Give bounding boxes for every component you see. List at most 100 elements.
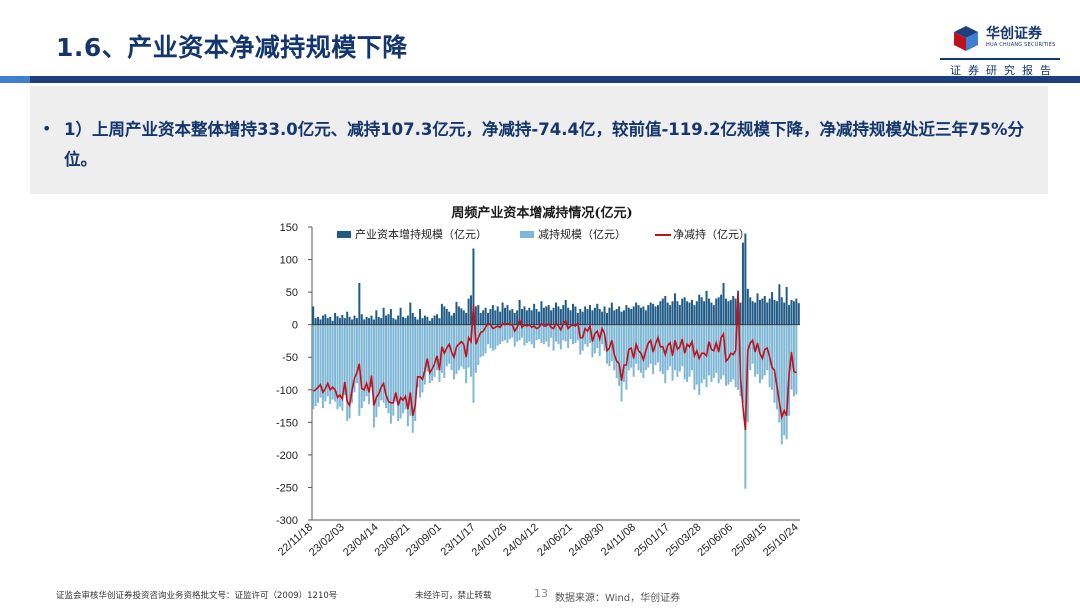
increase-bar: [407, 316, 409, 325]
increase-bar: [315, 318, 317, 325]
decrease-bar: [480, 325, 482, 358]
decrease-bar: [783, 325, 785, 436]
logo-name-en: HUA CHUANG SECURITIES: [986, 42, 1055, 48]
logo-slogan: 证券研究报告: [950, 62, 1058, 78]
increase-bar: [465, 313, 467, 325]
increase-bar: [696, 301, 698, 324]
increase-bar: [540, 301, 542, 324]
increase-bar: [341, 315, 343, 325]
decrease-bar: [715, 325, 717, 373]
summary-bullet: •: [42, 119, 51, 138]
increase-bar: [608, 308, 610, 325]
increase-bar: [740, 303, 742, 325]
increase-bar: [453, 313, 455, 325]
footer-copyright: 未经许可，禁止转载: [415, 589, 492, 601]
decrease-bar: [676, 325, 678, 377]
increase-bar: [669, 305, 671, 325]
increase-bar: [659, 301, 661, 324]
decrease-bar: [761, 325, 763, 380]
increase-bar: [528, 308, 530, 325]
increase-bar: [795, 299, 797, 325]
decrease-bar: [774, 325, 776, 403]
legend-label: 净减持（亿元）: [673, 227, 750, 241]
decrease-bar: [429, 325, 431, 384]
increase-bar: [587, 309, 589, 325]
decrease-bar: [659, 325, 661, 372]
increase-bar: [555, 303, 557, 325]
decrease-bar: [395, 325, 397, 402]
increase-bar: [383, 308, 385, 325]
x-tick-label: 23/02/03: [307, 521, 347, 559]
increase-bar: [419, 309, 421, 325]
increase-bar: [616, 309, 618, 325]
decrease-bar: [504, 325, 506, 341]
increase-bar: [460, 308, 462, 324]
decrease-bar: [594, 325, 596, 354]
decrease-bar: [458, 325, 460, 371]
increase-bar: [647, 305, 649, 325]
decrease-bar: [718, 325, 720, 384]
y-tick-label: 0: [292, 320, 298, 332]
increase-bar: [455, 302, 457, 325]
increase-bar: [412, 313, 414, 325]
increase-bar: [431, 318, 433, 325]
increase-bar: [744, 234, 746, 325]
decrease-bar: [506, 325, 508, 343]
increase-bar: [676, 301, 678, 324]
increase-bar: [730, 300, 732, 325]
increase-bar: [317, 317, 319, 325]
increase-bar: [749, 297, 751, 324]
decrease-bar: [421, 325, 423, 393]
increase-bar: [395, 319, 397, 324]
increase-bar: [480, 313, 482, 325]
increase-bar: [526, 310, 528, 324]
increase-bar: [451, 316, 453, 325]
increase-bar: [584, 306, 586, 324]
decrease-bar: [383, 325, 385, 403]
increase-bar: [332, 321, 334, 325]
increase-bar: [778, 284, 780, 324]
decrease-bar: [642, 325, 644, 378]
increase-bar: [400, 308, 402, 325]
increase-bar: [579, 309, 581, 325]
increase-bar: [591, 310, 593, 324]
increase-bar: [509, 310, 511, 324]
decrease-bar: [621, 325, 623, 402]
footer-license: 证监会审核华创证券投资咨询业务资格批文号：证监许可（2009）1210号: [56, 589, 337, 601]
increase-bar: [703, 301, 705, 324]
increase-bar: [725, 299, 727, 325]
decrease-bar: [434, 325, 436, 377]
x-tick-label: 25/06/06: [695, 521, 735, 559]
decrease-bar: [776, 325, 778, 410]
increase-bar: [560, 309, 562, 325]
decrease-bar: [472, 325, 474, 403]
decrease-bar: [526, 325, 528, 343]
increase-bar: [511, 309, 513, 325]
legend-label: 减持规模（亿元）: [538, 227, 626, 241]
increase-bar: [441, 304, 443, 325]
increase-bar: [521, 309, 523, 325]
increase-bar: [574, 306, 576, 324]
increase-bar: [681, 299, 683, 325]
increase-bar: [638, 305, 640, 325]
increase-bar: [485, 308, 487, 325]
increase-bar: [436, 314, 438, 324]
increase-bar: [397, 316, 399, 325]
increase-bar: [798, 303, 800, 324]
increase-bar: [623, 310, 625, 324]
decrease-bar: [519, 325, 521, 341]
decrease-bar: [555, 325, 557, 342]
decrease-bar: [545, 325, 547, 342]
increase-bar: [572, 304, 574, 325]
decrease-bar: [497, 325, 499, 346]
increase-bar: [599, 309, 601, 325]
increase-bar: [402, 317, 404, 325]
increase-bar: [448, 312, 450, 325]
increase-bar: [368, 318, 370, 325]
increase-bar: [409, 303, 411, 325]
increase-bar: [655, 306, 657, 324]
footer-source: 数据来源：Wind，华创证券: [555, 589, 680, 604]
increase-bar: [618, 306, 620, 324]
increase-bar: [494, 310, 496, 324]
increase-bar: [662, 299, 664, 325]
